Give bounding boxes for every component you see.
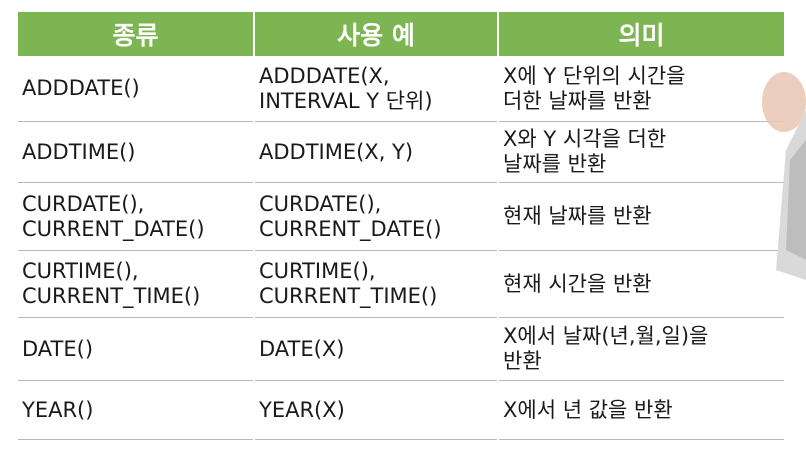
cell-meaning: 현재 날짜를 반환 xyxy=(498,182,784,251)
cell-type: ADDTIME() xyxy=(18,121,255,183)
table-row: ADDTIME() ADDTIME(X, Y) X와 Y 시각을 더한 날짜를 … xyxy=(18,121,784,183)
cell-type: CURDATE(), CURRENT_DATE() xyxy=(18,182,255,251)
header-meaning: 의미 xyxy=(498,12,784,56)
header-type: 종류 xyxy=(18,12,255,56)
table-row: CURTIME(), CURRENT_TIME() CURTIME(), CUR… xyxy=(18,250,784,318)
table-row: DATE() DATE(X) X에서 날짜(년,월,일)을 반환 xyxy=(18,317,784,381)
cell-example: DATE(X) xyxy=(254,317,499,381)
cell-example: CURDATE(), CURRENT_DATE() xyxy=(254,182,499,251)
cell-meaning: X에서 날짜(년,월,일)을 반환 xyxy=(498,317,784,381)
table-header-row: 종류 사용 예 의미 xyxy=(18,12,784,56)
table-row: ADDDATE() ADDDATE(X, INTERVAL Y 단위) X에 Y… xyxy=(18,56,784,122)
cell-example: ADDTIME(X, Y) xyxy=(254,121,499,183)
cell-meaning: 현재 시간을 반환 xyxy=(498,250,784,318)
cell-type: DATE() xyxy=(18,317,255,381)
cell-meaning: X에 Y 단위의 시간을 더한 날짜를 반환 xyxy=(498,56,784,122)
function-table: 종류 사용 예 의미 ADDDATE() ADDDATE(X, INTERVAL… xyxy=(18,12,784,440)
cell-meaning: X에서 년 값을 반환 xyxy=(498,380,784,440)
cell-example: YEAR(X) xyxy=(254,380,499,440)
date-function-table: 종류 사용 예 의미 ADDDATE() ADDDATE(X, INTERVAL… xyxy=(18,12,784,440)
cell-type: YEAR() xyxy=(18,380,255,440)
cell-meaning: X와 Y 시각을 더한 날짜를 반환 xyxy=(498,121,784,183)
table-row: CURDATE(), CURRENT_DATE() CURDATE(), CUR… xyxy=(18,182,784,251)
table-row: YEAR() YEAR(X) X에서 년 값을 반환 xyxy=(18,380,784,440)
header-example: 사용 예 xyxy=(254,12,499,56)
cell-example: CURTIME(), CURRENT_TIME() xyxy=(254,250,499,318)
cell-type: CURTIME(), CURRENT_TIME() xyxy=(18,250,255,318)
cell-example: ADDDATE(X, INTERVAL Y 단위) xyxy=(254,56,499,122)
cell-type: ADDDATE() xyxy=(18,56,255,122)
